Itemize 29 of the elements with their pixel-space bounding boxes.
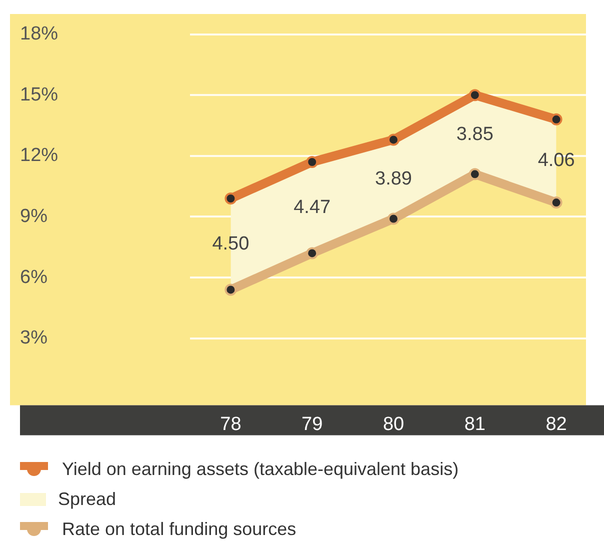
y-tick-label: 15% (20, 84, 58, 106)
x-tick-label: 78 (220, 414, 242, 435)
point (468, 89, 481, 102)
annotation: 4.06 (538, 150, 575, 172)
annotation: 4.47 (294, 196, 331, 218)
legend-label: Spread (58, 488, 116, 510)
point (306, 156, 318, 168)
y-tick-label: 18% (20, 24, 58, 45)
annotation: 3.85 (456, 124, 494, 145)
point (306, 247, 318, 260)
annotation: 4.50 (212, 233, 250, 254)
y-tick-label: 9% (20, 206, 48, 227)
legend-label: Rate on total funding sources (62, 518, 296, 540)
y-tick-label: 3% (20, 328, 48, 349)
x-tick-label: 81 (464, 414, 486, 435)
x-tick-label: 79 (302, 414, 323, 435)
point (388, 134, 400, 146)
point (550, 113, 562, 126)
point (224, 284, 237, 296)
point (468, 168, 481, 180)
point (550, 196, 562, 209)
legend-label: Yield on earning assets (taxable-equivalent basis) (62, 458, 459, 480)
y-tick-label: 12% (20, 145, 58, 166)
x-tick-label: 82 (546, 414, 567, 435)
point (388, 212, 400, 225)
point (224, 192, 237, 204)
y-tick-label: 6% (20, 266, 48, 288)
annotation: 3.89 (375, 168, 412, 190)
x-tick-label: 80 (382, 414, 404, 435)
